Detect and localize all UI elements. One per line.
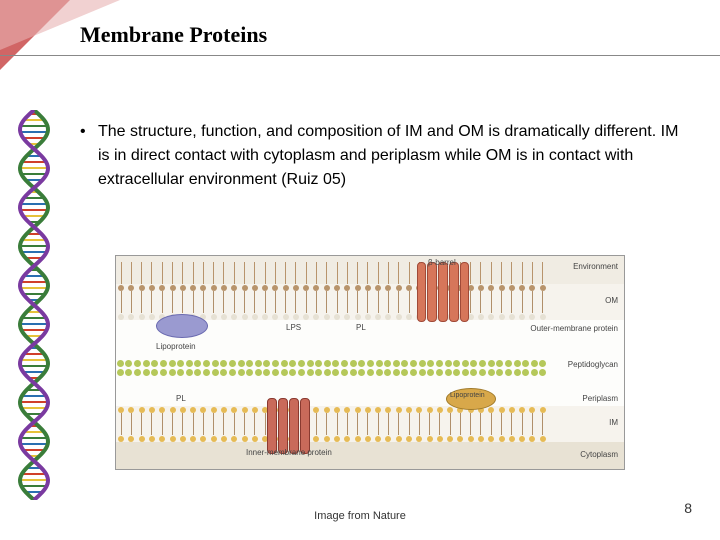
slide-body: • The structure, function, and compositi…	[80, 120, 680, 192]
image-credit: Image from Nature	[0, 510, 720, 522]
bullet-text: The structure, function, and composition…	[98, 120, 680, 192]
page-title: Membrane Proteins	[80, 22, 267, 48]
bullet-item: • The structure, function, and compositi…	[80, 120, 680, 192]
dna-helix-icon	[14, 110, 54, 500]
title-underline	[0, 55, 720, 56]
page-number: 8	[684, 500, 692, 516]
bullet-marker: •	[80, 120, 98, 192]
membrane-diagram: EnvironmentOMOuter-membrane proteinPepti…	[115, 255, 625, 470]
